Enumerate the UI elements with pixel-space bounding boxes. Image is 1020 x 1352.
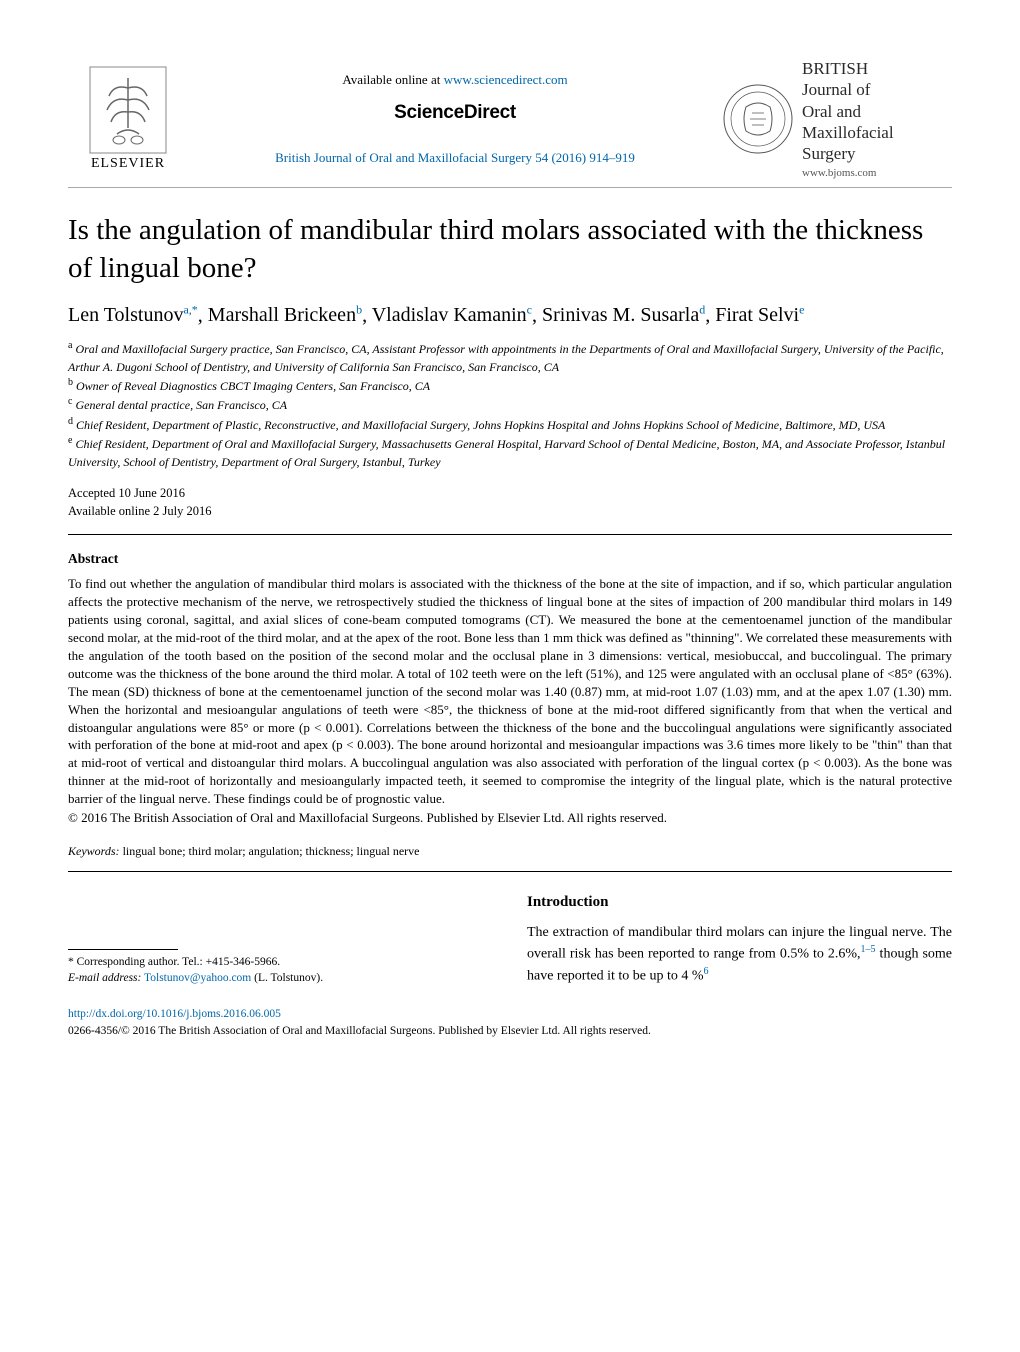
available-prefix: Available online at	[342, 72, 443, 87]
affiliation-e: e Chief Resident, Department of Oral and…	[68, 434, 952, 471]
corr-email-suffix: (L. Tolstunov).	[254, 972, 323, 984]
corr-author-line: * Corresponding author. Tel.: +415-346-5…	[68, 954, 493, 970]
article-title: Is the angulation of mandibular third mo…	[68, 212, 952, 287]
abstract-body: To find out whether the angulation of ma…	[68, 575, 952, 808]
email-label: E-mail address:	[68, 972, 141, 984]
author-list: Len Tolstunova,*, Marshall Brickeenb, Vl…	[68, 302, 952, 330]
corr-email[interactable]: Tolstunov@yahoo.com	[144, 972, 251, 984]
introduction-body: The extraction of mandibular third molar…	[527, 923, 952, 986]
affiliation-a: a Oral and Maxillofacial Surgery practic…	[68, 339, 952, 376]
bjoms-seal-icon	[722, 83, 794, 155]
journal-reference[interactable]: British Journal of Oral and Maxillofacia…	[198, 150, 712, 166]
bjoms-line2: Journal of	[802, 79, 894, 100]
author-0: Len Tolstunova,*	[68, 304, 198, 326]
header-center: Available online at www.sciencedirect.co…	[188, 72, 722, 166]
elsevier-label: ELSEVIER	[91, 156, 165, 172]
author-4: Firat Selvie	[715, 304, 804, 326]
author-2: Vladislav Kamaninc	[372, 304, 532, 326]
affiliation-c: c General dental practice, San Francisco…	[68, 395, 952, 414]
bjoms-url[interactable]: www.bjoms.com	[802, 167, 894, 179]
abstract-block: Abstract To find out whether the angulat…	[68, 551, 952, 826]
bjoms-line1: BRITISH	[802, 58, 894, 79]
accepted-date: Accepted 10 June 2016	[68, 485, 952, 503]
author-3: Srinivas M. Susarlad	[542, 304, 705, 326]
header-rule	[68, 187, 952, 188]
available-online-line: Available online at www.sciencedirect.co…	[198, 72, 712, 88]
abstract-bottom-rule	[68, 871, 952, 872]
author-1: Marshall Brickeenb	[208, 304, 362, 326]
keywords-text: lingual bone; third molar; angulation; t…	[123, 844, 420, 858]
corr-email-line: E-mail address: Tolstunov@yahoo.com (L. …	[68, 970, 493, 986]
abstract-copyright: © 2016 The British Association of Oral a…	[68, 810, 952, 826]
left-column: * Corresponding author. Tel.: +415-346-5…	[68, 894, 493, 986]
bjoms-title-block: BRITISH Journal of Oral and Maxillofacia…	[802, 58, 894, 179]
issn-copyright: 0266-4356/© 2016 The British Association…	[68, 1023, 952, 1040]
affiliation-d: d Chief Resident, Department of Plastic,…	[68, 415, 952, 434]
citation-6[interactable]: 6	[704, 966, 709, 977]
citation-1-5[interactable]: 1–5	[861, 944, 876, 955]
bjoms-line5: Surgery	[802, 143, 894, 164]
sciencedirect-logo: ScienceDirect	[198, 102, 712, 124]
right-column: Introduction The extraction of mandibula…	[527, 894, 952, 986]
corresponding-footnote: * Corresponding author. Tel.: +415-346-5…	[68, 954, 493, 986]
elsevier-tree-icon	[89, 66, 167, 154]
article-dates: Accepted 10 June 2016 Available online 2…	[68, 485, 952, 520]
introduction-heading: Introduction	[527, 894, 952, 911]
two-column-region: * Corresponding author. Tel.: +415-346-5…	[68, 894, 952, 986]
keywords-line: Keywords: lingual bone; third molar; ang…	[68, 844, 952, 859]
footnote-rule	[68, 949, 178, 950]
keywords-label: Keywords:	[68, 844, 120, 858]
page-footer: http://dx.doi.org/10.1016/j.bjoms.2016.0…	[68, 1006, 952, 1039]
journal-brand-block: BRITISH Journal of Oral and Maxillofacia…	[722, 58, 952, 179]
doi-link[interactable]: http://dx.doi.org/10.1016/j.bjoms.2016.0…	[68, 1006, 952, 1023]
affiliation-b: b Owner of Reveal Diagnostics CBCT Imagi…	[68, 376, 952, 395]
sciencedirect-url[interactable]: www.sciencedirect.com	[444, 72, 568, 87]
abstract-heading: Abstract	[68, 551, 952, 567]
header-row: ELSEVIER Available online at www.science…	[68, 58, 952, 179]
affiliations: a Oral and Maxillofacial Surgery practic…	[68, 339, 952, 471]
abstract-top-rule	[68, 534, 952, 535]
bjoms-line3: Oral and	[802, 101, 894, 122]
bjoms-line4: Maxillofacial	[802, 122, 894, 143]
publisher-block: ELSEVIER	[68, 66, 188, 172]
online-date: Available online 2 July 2016	[68, 503, 952, 521]
page-container: ELSEVIER Available online at www.science…	[0, 0, 1020, 1079]
